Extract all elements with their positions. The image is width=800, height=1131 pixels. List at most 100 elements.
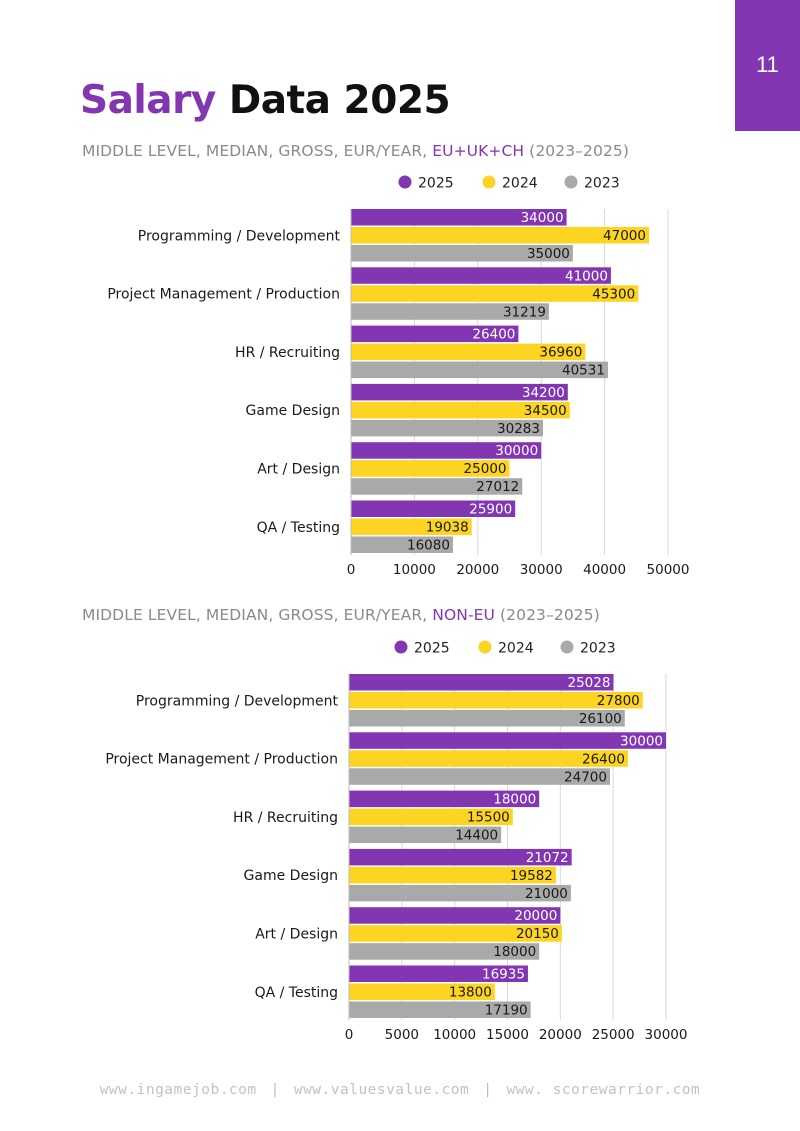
category-label: Art / Design: [255, 926, 338, 942]
salary-chart-noneu: 2025 2024 2023 0 5000 10000 15000 20000 25000 300…: [105, 640, 688, 1043]
x-tick-label: 10000: [393, 562, 436, 578]
bar-value-label: 19038: [426, 520, 469, 536]
legend-marker-2024: [478, 640, 492, 654]
legend-label-2025: 2025: [418, 176, 454, 192]
bar-2025: [349, 848, 572, 866]
bar-value-label: 27012: [476, 479, 519, 495]
bar-2023: [351, 419, 543, 437]
x-tick-label: 0: [347, 562, 356, 578]
bar-2025: [351, 383, 568, 401]
bar-2025: [349, 674, 614, 691]
category-label: Art / Design: [257, 461, 340, 477]
legend-label-2023: 2023: [584, 176, 620, 192]
bar-value-label: 16080: [407, 538, 450, 554]
bar-value-label: 17190: [485, 1003, 528, 1019]
bar-2025: [351, 500, 516, 517]
bar-2023: [349, 710, 625, 727]
footer-link-ingamejob[interactable]: www.ingamejob.com: [99, 1082, 257, 1098]
bar-value-label: 47000: [603, 228, 646, 244]
bar-value-label: 20150: [516, 926, 559, 942]
legend-marker-2023: [564, 175, 578, 189]
bar-value-label: 24700: [564, 769, 607, 785]
chart-subtitle-noneu: MIDDLE LEVEL, MEDIAN, GROSS, EUR/YEAR, N…: [82, 606, 600, 624]
footer-separator: |: [270, 1082, 280, 1098]
x-tick-label: 30000: [520, 562, 563, 578]
bar-value-label: 35000: [527, 246, 570, 262]
legend-label-2023: 2023: [580, 641, 616, 657]
subtitle-period: (2023–2025): [524, 142, 630, 160]
bar-value-label: 45300: [592, 286, 635, 302]
category-label: Project Management / Production: [107, 287, 340, 303]
bar-value-label: 25000: [464, 461, 507, 477]
bar-value-label: 15500: [467, 810, 510, 826]
bar-2023: [349, 768, 610, 785]
bar-2024: [349, 692, 643, 709]
legend-label-2024: 2024: [502, 176, 538, 192]
bar-2023: [351, 303, 549, 320]
bar-value-label: 14400: [455, 828, 498, 844]
legend-marker-2025: [398, 175, 412, 189]
legend-marker-2024: [482, 175, 496, 189]
bar-2024: [349, 866, 556, 884]
category-label: Game Design: [244, 868, 338, 884]
category-label: Programming / Development: [138, 228, 341, 244]
x-tick-label: 5000: [385, 1027, 419, 1043]
legend-label-2025: 2025: [414, 641, 450, 657]
page-title-rest: Data 2025: [228, 78, 451, 123]
legend-label-2024: 2024: [498, 641, 534, 657]
bar-2023: [349, 943, 540, 960]
bar-2024: [351, 285, 639, 302]
subtitle-prefix: MIDDLE LEVEL, MEDIAN, GROSS, EUR/YEAR,: [82, 142, 433, 160]
bar-value-label: 26400: [472, 327, 515, 343]
bar-value-label: 41000: [565, 268, 608, 284]
x-tick-label: 25000: [592, 1027, 635, 1043]
subtitle-period: (2023–2025): [494, 606, 600, 624]
bar-2023: [351, 245, 573, 262]
bar-2025: [349, 907, 561, 924]
chart-subtitle-eu: MIDDLE LEVEL, MEDIAN, GROSS, EUR/YEAR, E…: [82, 142, 629, 160]
footer-link-scorewarrior[interactable]: www. scorewarrior.com: [506, 1082, 701, 1098]
bar-2024: [349, 750, 628, 767]
bar-2025: [351, 209, 567, 226]
bar-value-label: 16935: [482, 967, 525, 983]
x-tick-label: 20000: [539, 1027, 582, 1043]
category-label: QA / Testing: [255, 985, 338, 1001]
bar-value-label: 31219: [503, 304, 546, 320]
bar-2025: [351, 267, 611, 284]
bar-2025: [351, 442, 542, 459]
category-label: QA / Testing: [257, 520, 340, 536]
x-tick-label: 30000: [645, 1027, 688, 1043]
bar-value-label: 19582: [510, 868, 553, 884]
bar-2023: [349, 1001, 531, 1018]
bar-2023: [351, 478, 523, 495]
bar-2024: [349, 808, 513, 826]
x-tick-label: 10000: [433, 1027, 476, 1043]
bar-2025: [349, 965, 528, 982]
category-label: Project Management / Production: [105, 752, 338, 768]
bar-value-label: 36960: [539, 345, 582, 361]
x-tick-label: 0: [345, 1027, 354, 1043]
bar-2025: [349, 790, 540, 808]
bar-2025: [349, 732, 666, 749]
bar-2024: [351, 343, 586, 361]
bar-2024: [351, 518, 472, 535]
bar-value-label: 18000: [493, 792, 536, 808]
bar-value-label: 25900: [469, 502, 512, 518]
page-number-tab: 11: [735, 0, 800, 131]
bar-value-label: 34500: [524, 403, 567, 419]
legend-marker-2023: [560, 640, 574, 654]
bar-value-label: 13800: [449, 985, 492, 1001]
page-title: Salary Data 2025: [80, 78, 451, 123]
footer-link-valuesvalue[interactable]: www.valuesvalue.com: [293, 1082, 470, 1098]
bar-2024: [351, 401, 570, 419]
bar-value-label: 21072: [526, 850, 569, 866]
x-tick-label: 40000: [583, 562, 626, 578]
bar-value-label: 26400: [582, 751, 625, 767]
page-number: 11: [756, 52, 779, 77]
category-label: Programming / Development: [136, 693, 339, 709]
x-tick-label: 20000: [456, 562, 499, 578]
bar-value-label: 30000: [495, 443, 538, 459]
footer-separator: |: [483, 1082, 493, 1098]
bar-2024: [349, 983, 495, 1000]
bar-value-label: 25028: [568, 675, 611, 691]
